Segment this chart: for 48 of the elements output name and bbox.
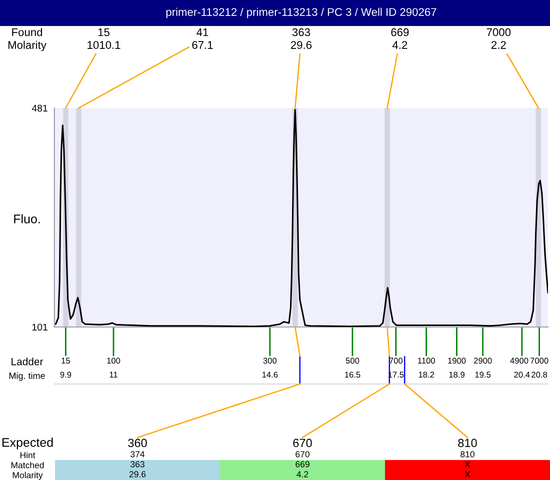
text: Ladder [12, 358, 44, 366]
annotation: 7000 2.2 [486, 28, 511, 49]
data-label: 810 [458, 438, 477, 448]
category-label: 360 [128, 438, 147, 448]
category-label: 810 [460, 451, 474, 458]
annotation: 669 4.2 [391, 28, 409, 49]
y-axis-title: Fluo. [14, 214, 40, 224]
annotation: 363 29.6 [290, 28, 312, 49]
x-tick-label: 11 [110, 372, 118, 378]
annotation: 7000 [530, 358, 548, 364]
data-label: 670 [293, 438, 312, 448]
x-tick-label: 18.2 [418, 372, 434, 378]
chart-title: primer-113212 / primer-113213 / PC 3 / Well ID 290267 [166, 8, 436, 18]
x-tick-label: 14.6 [262, 372, 278, 378]
x-tick-label: 18.9 [449, 372, 464, 378]
x-tick-label: 16.5 [345, 372, 360, 378]
line-series [54, 108, 548, 327]
data-label: 4.2 [296, 471, 308, 478]
annotation: 4900 [510, 358, 528, 364]
annotation: 1900 [448, 358, 466, 364]
x-tick-label: 20.8 [532, 372, 548, 378]
series-label: Matched [11, 462, 44, 468]
data-label: 669 [296, 461, 310, 468]
text: X [464, 461, 470, 468]
y-tick-label: 481 [32, 104, 48, 112]
y-tick-label: 101 [32, 324, 48, 331]
annotation: 500 [346, 358, 360, 364]
x-axis-title: Mig. time [9, 372, 45, 381]
text: Found Molarity [8, 28, 46, 52]
x-tick-label: 19.5 [475, 372, 491, 378]
data-label: 29.6 [129, 471, 146, 478]
x-tick-label: 9.9 [60, 372, 72, 378]
annotation: 41 67.1 [192, 28, 213, 49]
text: Hint [20, 452, 36, 458]
x-tick-label: 20.4 [514, 372, 530, 378]
data-label: 363 [130, 461, 144, 468]
series-label: Molarity [12, 472, 43, 480]
annotation: 15 [62, 358, 70, 364]
data-label: 374 [130, 451, 145, 458]
annotation: 1100 [418, 358, 435, 364]
text: Expected [2, 438, 53, 450]
annotation: 100 [107, 358, 120, 364]
text: X [464, 471, 470, 478]
annotation: 2900 [474, 358, 492, 364]
annotation: 300 [263, 358, 277, 364]
annotation: 15 1010.1 [88, 28, 120, 49]
annotation: 700 [389, 358, 403, 364]
category-label: 670 [296, 451, 310, 458]
